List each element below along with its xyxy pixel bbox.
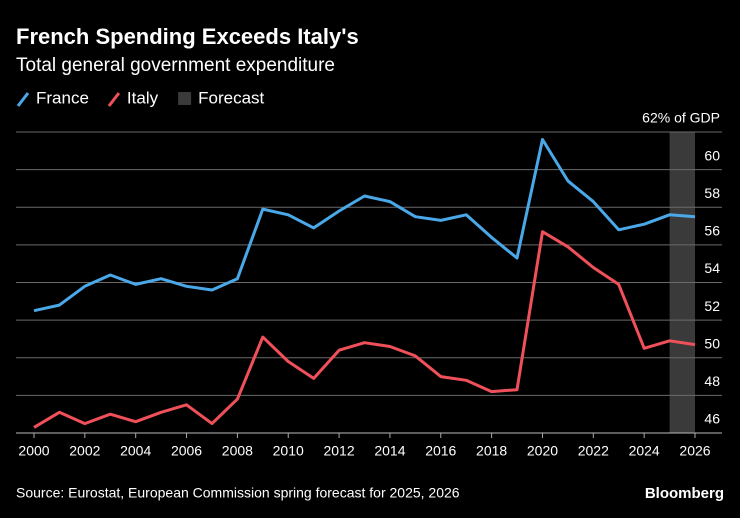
x-tick-label: 2018 xyxy=(476,443,507,459)
legend-swatch xyxy=(107,92,121,107)
chart-subtitle: Total general government expenditure xyxy=(16,55,335,76)
y-tick-label: 58 xyxy=(704,185,720,201)
x-tick-label: 2006 xyxy=(171,443,202,459)
x-tick-label: 2026 xyxy=(679,443,710,459)
y-tick-label: 52 xyxy=(704,298,720,314)
legend-swatch xyxy=(16,92,30,107)
legend-label: France xyxy=(36,88,89,107)
x-tick-label: 2010 xyxy=(273,443,304,459)
x-tick-label: 2012 xyxy=(323,443,354,459)
legend-label: Italy xyxy=(127,88,159,107)
source: Source: Eurostat, European Commission sp… xyxy=(16,485,460,501)
x-tick-label: 2002 xyxy=(69,443,100,459)
x-tick-label: 2008 xyxy=(222,443,253,459)
chart-title: French Spending Exceeds Italy's xyxy=(16,24,359,49)
x-tick-label: 2024 xyxy=(629,443,660,459)
x-tick-label: 2000 xyxy=(18,443,49,459)
legend-label: Forecast xyxy=(198,88,264,107)
x-tick-label: 2004 xyxy=(120,443,151,459)
y-tick-label: 46 xyxy=(704,411,720,427)
x-tick-label: 2020 xyxy=(527,443,558,459)
line-series xyxy=(33,230,696,429)
line-series xyxy=(33,138,696,313)
brand: Bloomberg xyxy=(645,485,724,502)
x-tick-label: 2016 xyxy=(425,443,456,459)
legend-swatch xyxy=(178,92,192,105)
y-tick-label: 56 xyxy=(704,223,720,239)
x-tick-label: 2014 xyxy=(374,443,405,459)
y-tick-label: 48 xyxy=(704,373,720,389)
y-tick-label: 62% of GDP xyxy=(642,110,720,126)
y-tick-label: 54 xyxy=(704,260,720,276)
y-tick-label: 50 xyxy=(704,335,720,351)
x-tick-label: 2022 xyxy=(578,443,609,459)
y-tick-label: 60 xyxy=(704,147,720,163)
